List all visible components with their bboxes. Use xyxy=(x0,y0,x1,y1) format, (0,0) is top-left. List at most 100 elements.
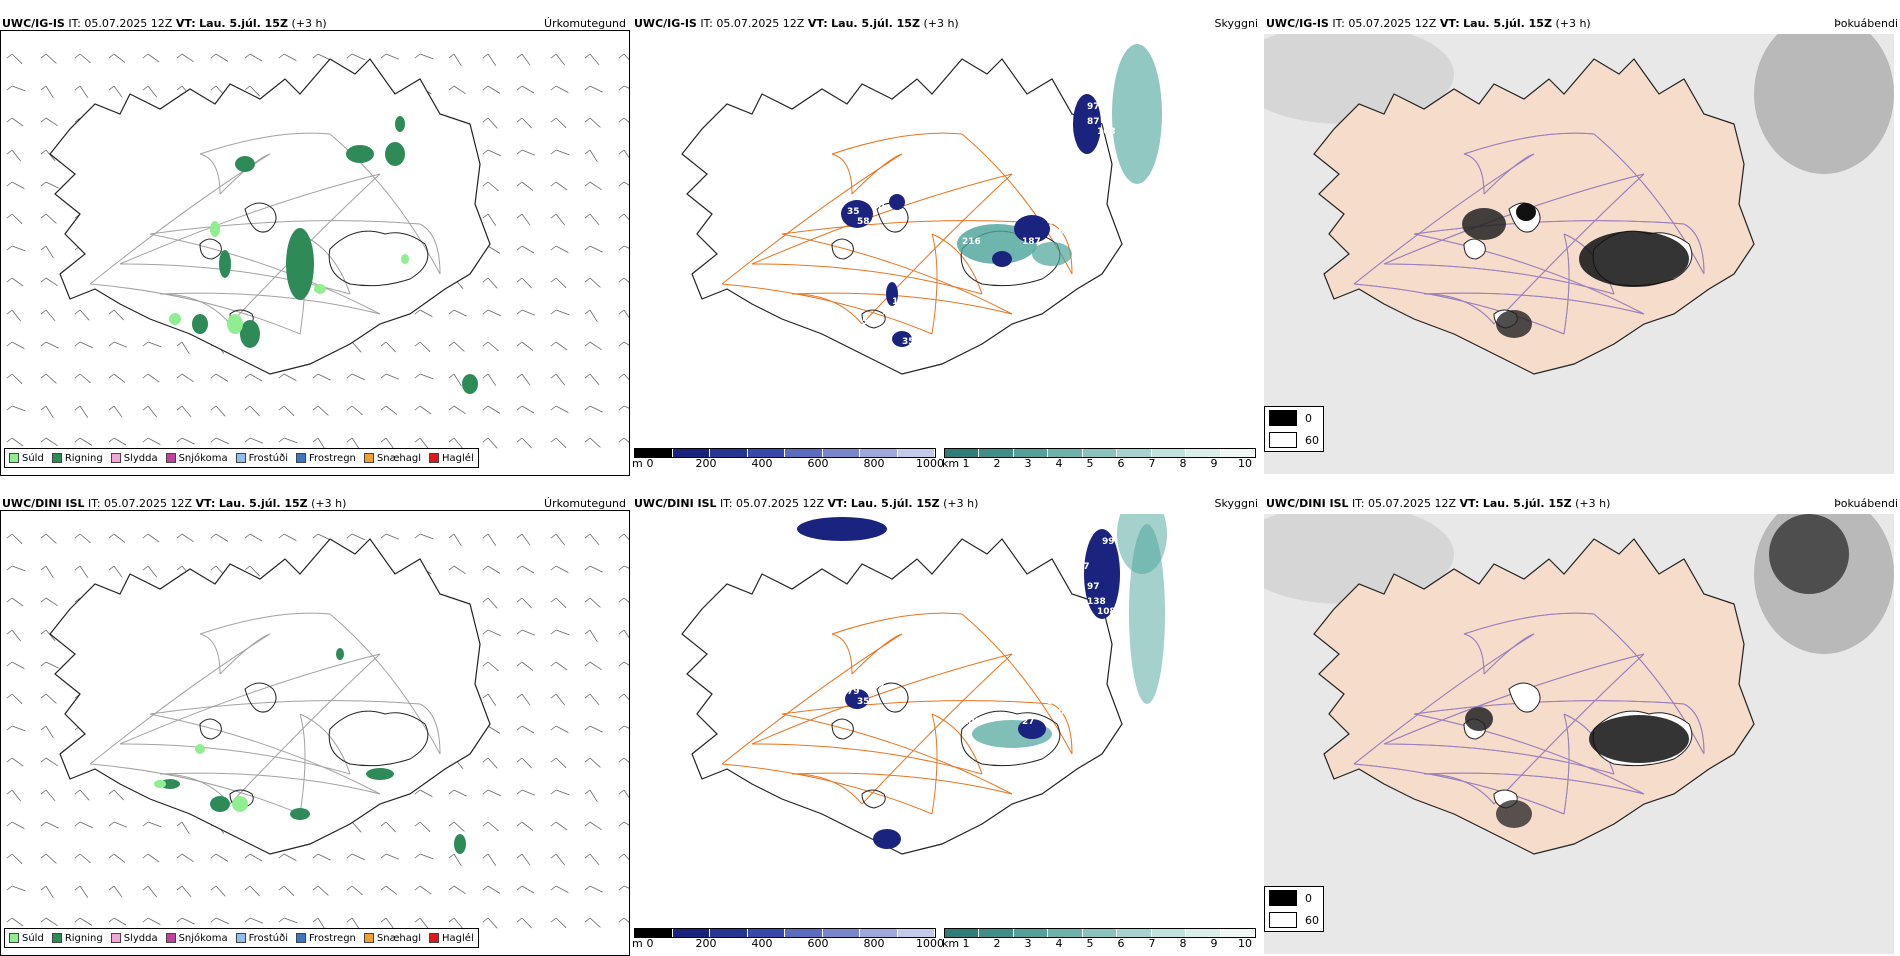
legend-swatch xyxy=(235,453,246,463)
vis-value-label: 12 xyxy=(892,297,905,307)
vis-value-label: 100 xyxy=(962,717,981,727)
colorbar-tick: 4 xyxy=(1055,937,1063,950)
iceland-outline xyxy=(49,58,491,375)
visibility-colorbar-km: km 1 2 3 4 5 6 7 8 9 10 xyxy=(942,448,1256,474)
vis-value-label: 42 xyxy=(882,787,895,797)
precip-type-panel: UWC/IG-IS IT: 05.07.2025 12Z VT: Lau. 5.… xyxy=(0,14,630,476)
legend-item: Snæhagl xyxy=(363,933,421,944)
colorbar-tick: 2 xyxy=(993,937,1001,950)
vis-value-label: 99 xyxy=(1102,537,1115,547)
model-name: UWC/DINI ISL xyxy=(634,497,717,510)
vis-value-label: 97 xyxy=(1077,562,1090,572)
legend-swatch xyxy=(110,933,121,943)
it-label: IT: xyxy=(1352,497,1365,510)
visibility-colorbar-km: km 1 2 3 4 5 6 7 8 9 10 xyxy=(942,928,1256,954)
colorbar-tick: 400 xyxy=(751,457,773,470)
colorbar-tick: 800 xyxy=(863,937,885,950)
lead-time: (+3 h) xyxy=(943,497,979,510)
vt-label: VT: xyxy=(807,17,828,30)
vis-teal-areas xyxy=(957,44,1162,266)
panel-type-label: Þokuábendi xyxy=(1834,497,1898,510)
legend-swatch xyxy=(165,453,176,463)
it-label: IT: xyxy=(68,17,81,30)
vis-value-label: 187 xyxy=(1022,237,1041,247)
colorbar-tick: 4 xyxy=(1055,457,1063,470)
vis-value-label: 108 xyxy=(1097,607,1116,617)
vt-label: VT: xyxy=(1439,17,1460,30)
precip-type-map xyxy=(6,53,630,451)
legend-item: Frostúði xyxy=(235,453,288,464)
vis-value-label: 35 xyxy=(857,697,870,707)
precip-type-panel: UWC/DINI ISL IT: 05.07.2025 12Z VT: Lau.… xyxy=(0,494,630,956)
colorbar-tick: 3 xyxy=(1024,937,1032,950)
fog-legend: 0 60 xyxy=(1264,406,1324,452)
precip-legend: Súld Rigning Slydda Snjókoma Frostúði Frostre… xyxy=(4,448,479,468)
it-value: 05.07.2025 12Z xyxy=(1348,17,1437,30)
colorbar-tick: 9 xyxy=(1210,937,1218,950)
legend-item: Haglél xyxy=(429,453,474,464)
vis-value-label: 138 xyxy=(1087,597,1106,607)
model-name: UWC/IG-IS xyxy=(2,17,65,30)
drizzle-areas xyxy=(154,744,248,812)
vis-value-label: 97 xyxy=(1087,102,1100,112)
precip-legend: Súld Rigning Slydda Snjókoma Frostúði Frostre… xyxy=(4,928,479,948)
vis-value-label: 97 xyxy=(1087,582,1100,592)
legend-item: Rigning xyxy=(51,453,103,464)
fog-dark-areas xyxy=(1462,203,1689,338)
panel-type-label: Úrkomutegund xyxy=(544,17,626,30)
legend-swatch xyxy=(9,933,19,943)
vis-value-label: 167 xyxy=(1102,57,1121,67)
fog-index-panel: UWC/IG-IS IT: 05.07.2025 12Z VT: Lau. 5.… xyxy=(1264,14,1900,474)
legend-item: Snjókoma xyxy=(165,933,228,944)
vis-value-label: 27 xyxy=(992,267,1005,277)
vis-value-label: 35 xyxy=(902,337,915,347)
colorbar-tick: 2 xyxy=(993,457,1001,470)
legend-item: Frostregn xyxy=(296,453,356,464)
colorbar-tick: 200 xyxy=(695,937,717,950)
legend-item: Súld xyxy=(9,933,44,944)
model-name: UWC/DINI ISL xyxy=(2,497,85,510)
legend-swatch xyxy=(110,453,121,463)
vt-label: VT: xyxy=(1459,497,1480,510)
vis-value-label: 34 xyxy=(882,327,895,337)
legend-item: Rigning xyxy=(51,933,103,944)
precip-type-map xyxy=(6,533,630,931)
legend-swatch xyxy=(296,933,306,943)
it-label: IT: xyxy=(88,497,101,510)
vis-value-label: 45 xyxy=(1047,217,1060,227)
vt-value: Lau. 5.júl. 15Z xyxy=(831,17,920,30)
colorbar-tick: 8 xyxy=(1179,457,1187,470)
model-name: UWC/DINI ISL xyxy=(1266,497,1349,510)
iceland-outline xyxy=(49,538,491,855)
vis-value-label: 39 xyxy=(1052,227,1065,237)
panel-header: UWC/IG-IS IT: 05.07.2025 12Z VT: Lau. 5.… xyxy=(1266,16,1591,32)
legend-swatch xyxy=(9,453,19,463)
vis-dark-areas xyxy=(797,517,1120,849)
vis-value-label: 98 xyxy=(1077,82,1090,92)
model-name: UWC/IG-IS xyxy=(634,17,697,30)
fog-dark-areas xyxy=(1465,514,1849,828)
panel-header: UWC/IG-IS IT: 05.07.2025 12Z VT: Lau. 5.… xyxy=(634,16,959,32)
colorbar-tick: 8 xyxy=(1179,937,1187,950)
colorbar-tick: 5 xyxy=(1086,937,1094,950)
colorbar-tick: 0 xyxy=(646,457,654,470)
it-value: 05.07.2025 12Z xyxy=(736,497,825,510)
colorbar-tick: 9 xyxy=(1210,457,1218,470)
legend-item: Slydda xyxy=(110,933,158,944)
legend-swatch xyxy=(363,933,374,943)
colorbar-tick: 10 xyxy=(1238,937,1252,950)
legend-item: Snjókoma xyxy=(165,453,228,464)
colorbar-tick: 1000 xyxy=(916,937,944,950)
it-label: IT: xyxy=(1332,17,1345,30)
legend-swatch xyxy=(235,933,246,943)
legend-item: Súld xyxy=(9,453,44,464)
colorbar-tick: 6 xyxy=(1117,457,1125,470)
vis-value-label: 105 xyxy=(942,682,961,692)
vt-value: Lau. 5.júl. 15Z xyxy=(218,497,308,510)
legend-item: Haglél xyxy=(429,933,474,944)
colorbar-tick: 400 xyxy=(751,937,773,950)
legend-item: Frostúði xyxy=(235,933,288,944)
vt-value: Lau. 5.júl. 15Z xyxy=(1482,497,1572,510)
vis-value-label: 38 xyxy=(1047,697,1060,707)
fog-index-panel: UWC/DINI ISL IT: 05.07.2025 12Z VT: Lau.… xyxy=(1264,494,1900,954)
